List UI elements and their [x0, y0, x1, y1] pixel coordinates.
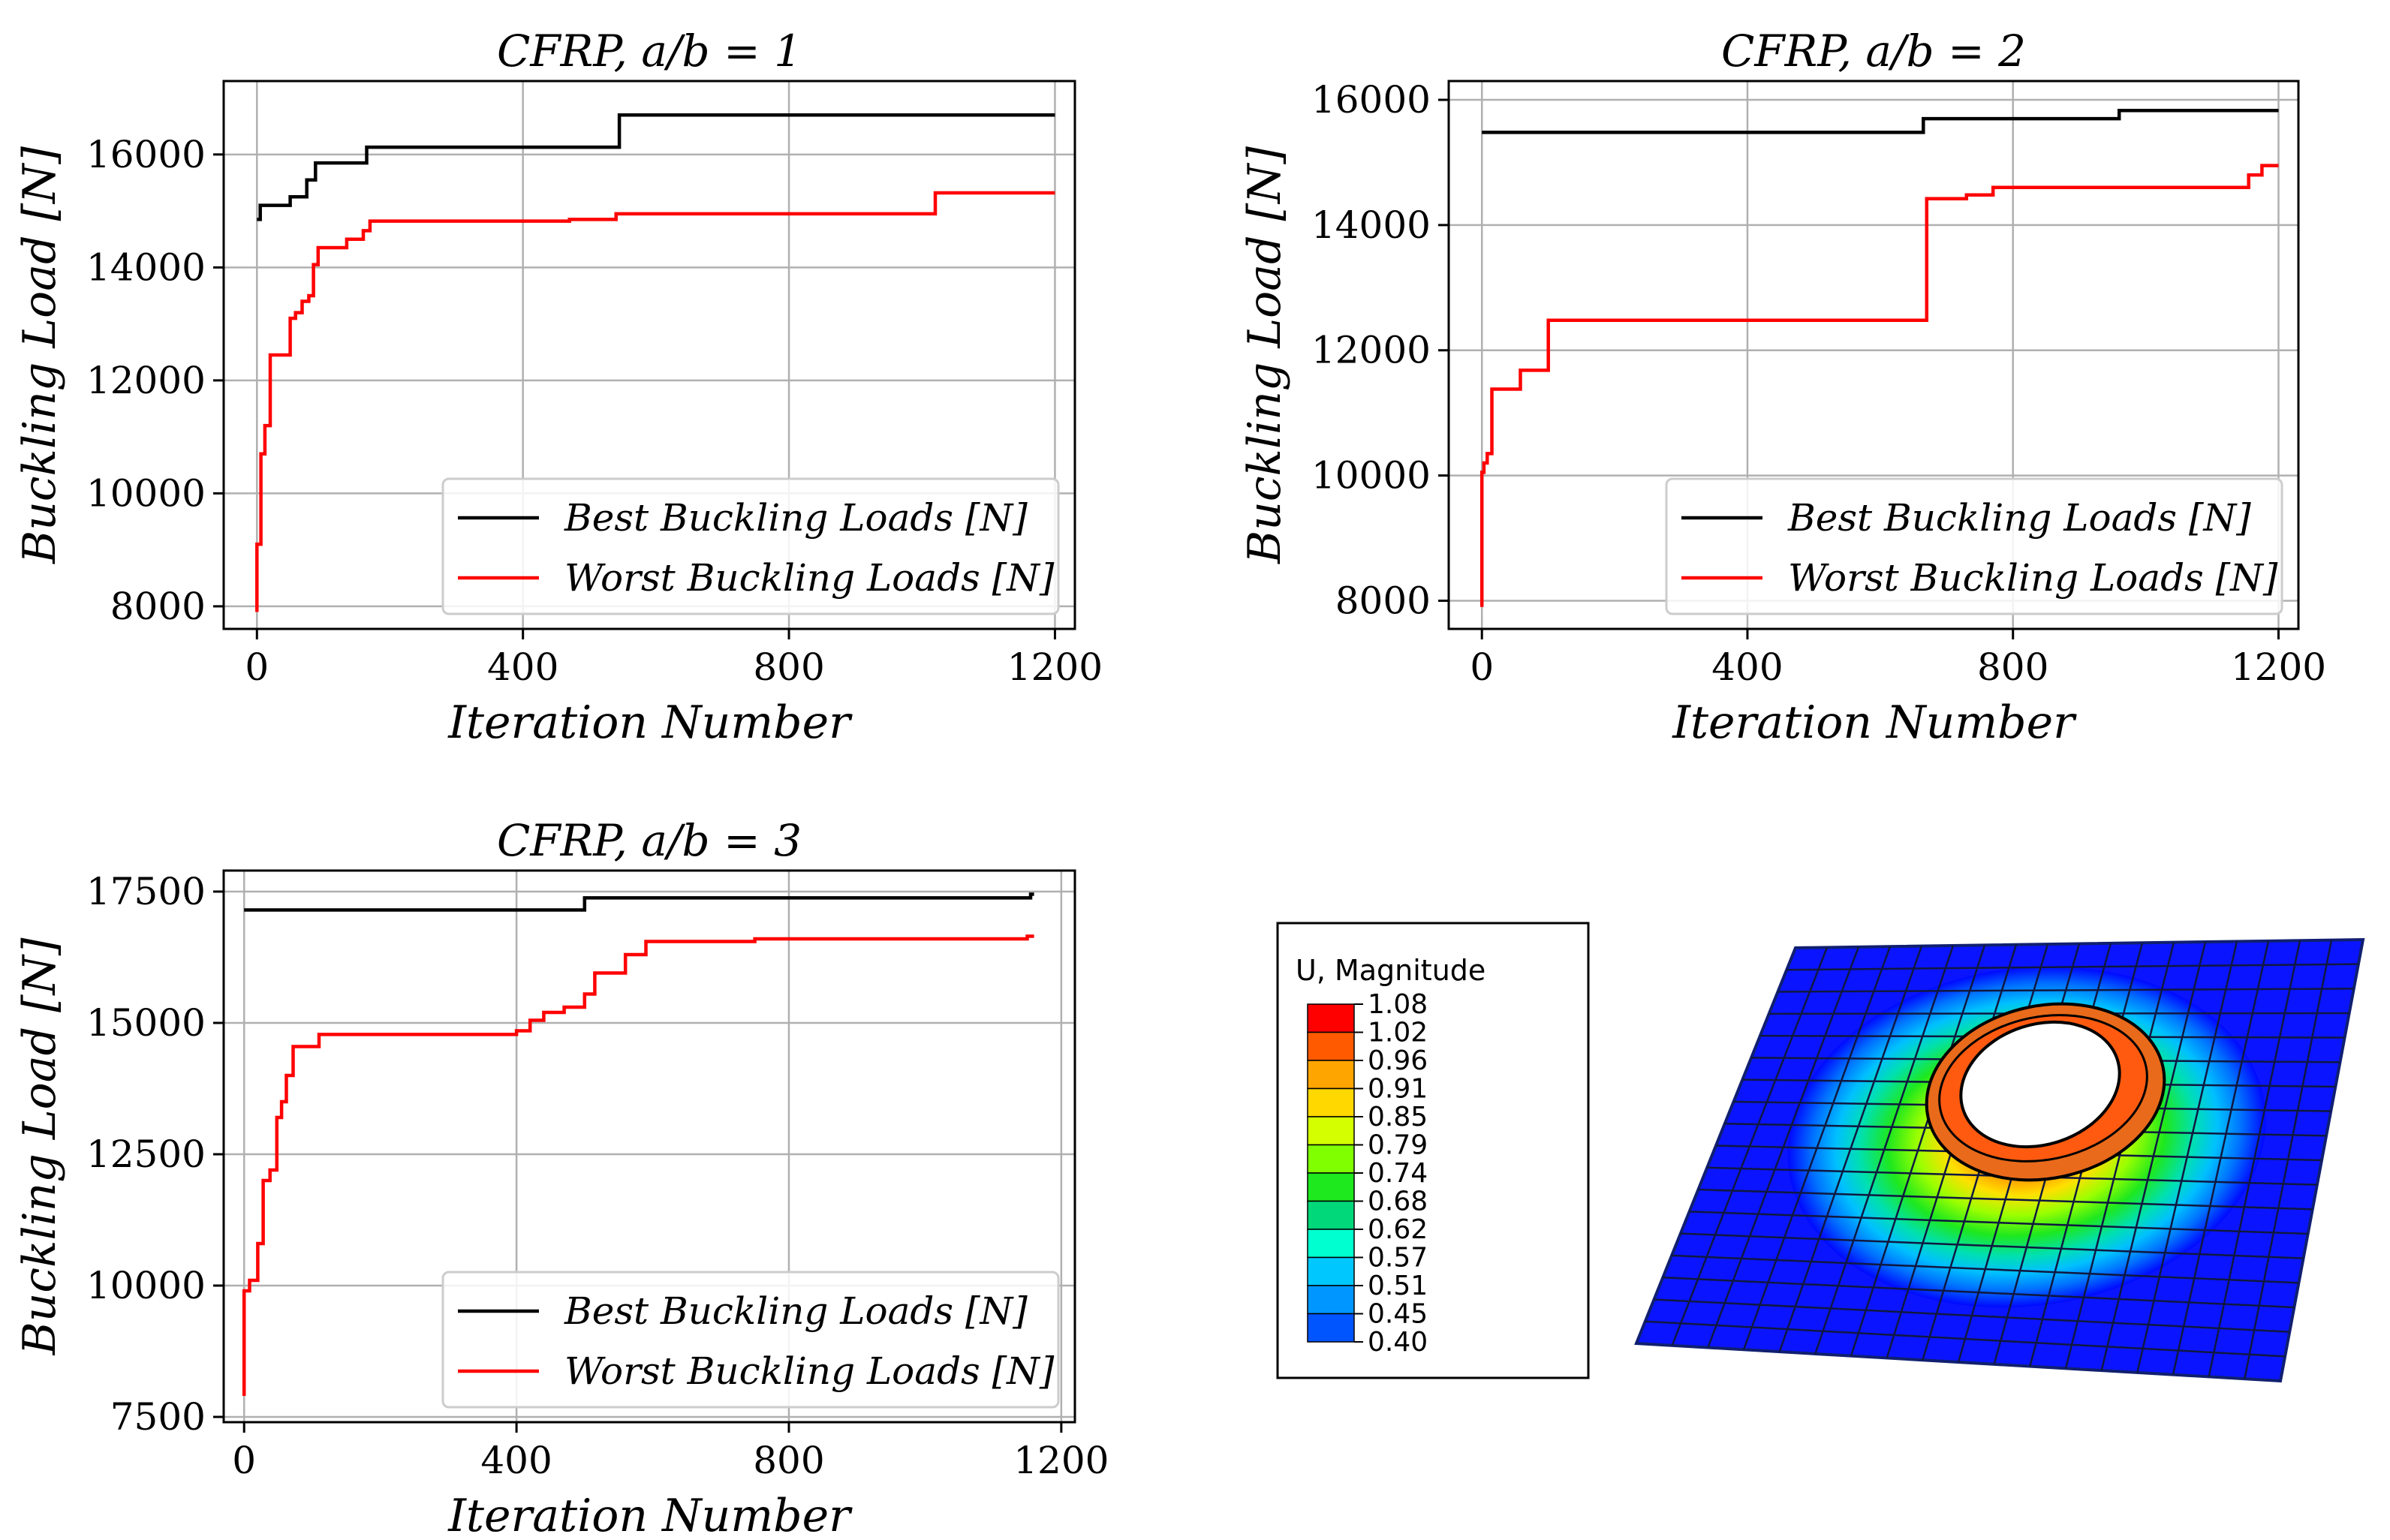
y-tick-label: 12500	[86, 1132, 206, 1176]
legend-label: Best Buckling Loads [N]	[1787, 496, 2251, 540]
y-tick-label: 8000	[110, 585, 206, 628]
x-axis-label: Iteration Number	[447, 1490, 853, 1540]
x-tick-label: 1200	[1007, 645, 1103, 689]
chart-title: CFRP, a/b = 3	[497, 815, 802, 866]
worst-load-line	[255, 191, 1055, 612]
x-tick-label: 400	[487, 645, 558, 689]
colorbar-segment	[1307, 1060, 1355, 1090]
chart-1: 0 400 800 1200 8000 10000 12000 14000 16000 CFRP,…	[14, 26, 1103, 749]
x-tick-label: 800	[1977, 645, 2048, 689]
plot-frame	[222, 869, 1076, 1424]
x-tick-label: 400	[480, 1439, 552, 1482]
y-axis-label: Buckling Load [N]	[1239, 146, 1291, 564]
mesh-line	[1663, 1276, 2295, 1309]
legend-label: Worst Buckling Loads [N]	[1788, 556, 2278, 600]
colorbar-segment	[1307, 1116, 1355, 1146]
y-tick-label: 10000	[1311, 454, 1431, 498]
colorbar-label: 0.45	[1368, 1299, 1428, 1330]
y-axis-label: Buckling Load [N]	[14, 937, 66, 1355]
x-tick-label: 400	[1711, 645, 1783, 689]
y-tick-label: 14000	[1311, 203, 1431, 247]
chart-title: CFRP, a/b = 2	[1721, 26, 2026, 77]
x-axis-label: Iteration Number	[1672, 696, 2077, 749]
legend: Best Buckling Loads [N] Worst Buckling Lo…	[441, 1271, 1060, 1409]
x-tick-label: 0	[232, 1439, 256, 1482]
chart-2: 0 400 800 1200 8000 10000 12000 14000 16000 CFRP,…	[1239, 26, 2326, 749]
x-tick-label: 800	[753, 645, 824, 689]
y-tick-label: 16000	[1311, 78, 1431, 122]
contour-colorbar	[1307, 1003, 1355, 1343]
colorbar-label: 1.02	[1368, 1018, 1428, 1048]
plot-frame	[1447, 80, 2300, 630]
x-tick-label: 0	[1470, 645, 1494, 689]
y-axis-label: Buckling Load [N]	[14, 146, 66, 564]
colorbar-label: 0.51	[1368, 1271, 1428, 1301]
y-tick-label: 17500	[86, 870, 206, 913]
y-tick-label: 10000	[86, 1264, 206, 1307]
legend-box	[441, 1271, 1060, 1409]
y-tick-label: 10000	[86, 471, 206, 515]
y-tick-label: 16000	[86, 133, 206, 176]
colorbar-segment	[1307, 1144, 1355, 1174]
legend-label: Worst Buckling Loads [N]	[564, 556, 1055, 600]
colorbar-label: 0.74	[1368, 1158, 1428, 1189]
legend-label: Worst Buckling Loads [N]	[564, 1349, 1055, 1393]
y-tick-label: 7500	[110, 1395, 206, 1439]
mesh-line	[2244, 940, 2333, 1379]
colorbar-label: 0.57	[1368, 1243, 1428, 1274]
y-tick-label: 12000	[86, 359, 206, 402]
colorbar-label: 0.85	[1368, 1102, 1428, 1132]
y-tick-label: 12000	[1311, 329, 1431, 372]
mesh-line	[1654, 1298, 2290, 1333]
best-load-line	[257, 113, 1055, 221]
y-tick-label: 14000	[86, 245, 206, 289]
legend: Best Buckling Loads [N] Worst Buckling Lo…	[1665, 477, 2283, 615]
best-load-line	[244, 892, 1034, 912]
legend-box	[1665, 477, 2283, 615]
chart-title: CFRP, a/b = 1	[497, 26, 802, 77]
legend: Best Buckling Loads [N] Worst Buckling Lo…	[441, 477, 1060, 615]
best-load-line	[1482, 108, 2279, 134]
colorbar-segment	[1307, 1200, 1355, 1230]
x-tick-label: 0	[245, 645, 269, 689]
colorbar-segment	[1307, 1313, 1355, 1343]
y-tick-label: 15000	[86, 1001, 206, 1045]
colorbar-label: 0.68	[1368, 1187, 1428, 1217]
charts: 0 400 800 1200800010000120001400016000CFRP,…	[14, 26, 2326, 1540]
colorbar-label: 0.79	[1368, 1130, 1428, 1161]
mesh-line	[1645, 1320, 2286, 1358]
displacement-contour-panel: U, Magnitude 1.081.020.960.910.850.790.7…	[1276, 922, 2365, 1383]
colorbar-label: 0.40	[1368, 1327, 1428, 1358]
contour-colorbar-labels: 1.081.020.960.910.850.790.740.680.620.57…	[1354, 989, 1428, 1358]
colorbar-segment	[1307, 1172, 1355, 1202]
mesh-line	[2208, 940, 2301, 1377]
colorbar-segment	[1307, 1087, 1355, 1117]
chart-3: 0 400 800 1200 7500 10000 12500 15000 17500 CFRP,…	[14, 815, 1109, 1540]
x-tick-label: 1200	[2231, 645, 2326, 689]
colorbar-segment	[1307, 1229, 1355, 1259]
colorbar-label: 0.96	[1368, 1045, 1428, 1076]
colorbar-segment	[1307, 1003, 1355, 1033]
colorbar-label: 0.62	[1368, 1214, 1428, 1245]
colorbar-segment	[1307, 1256, 1355, 1286]
contour-legend-title: U, Magnitude	[1296, 954, 1485, 987]
y-tick-label: 8000	[1335, 579, 1431, 622]
worst-load-line	[242, 934, 1034, 1396]
x-tick-label: 1200	[1013, 1439, 1109, 1482]
colorbar-label: 0.91	[1368, 1074, 1428, 1105]
plate-hole	[1959, 1020, 2121, 1149]
x-tick-label: 800	[753, 1439, 824, 1482]
deformed-plate	[1634, 937, 2365, 1383]
legend-box	[441, 477, 1060, 615]
x-axis-label: Iteration Number	[447, 696, 853, 749]
plot-frame	[222, 80, 1076, 630]
legend-label: Best Buckling Loads [N]	[564, 496, 1028, 540]
colorbar-label: 1.08	[1368, 989, 1428, 1020]
colorbar-segment	[1307, 1031, 1355, 1061]
legend-label: Best Buckling Loads [N]	[564, 1289, 1028, 1333]
worst-load-line	[1479, 164, 2279, 607]
colorbar-segment	[1307, 1285, 1355, 1315]
